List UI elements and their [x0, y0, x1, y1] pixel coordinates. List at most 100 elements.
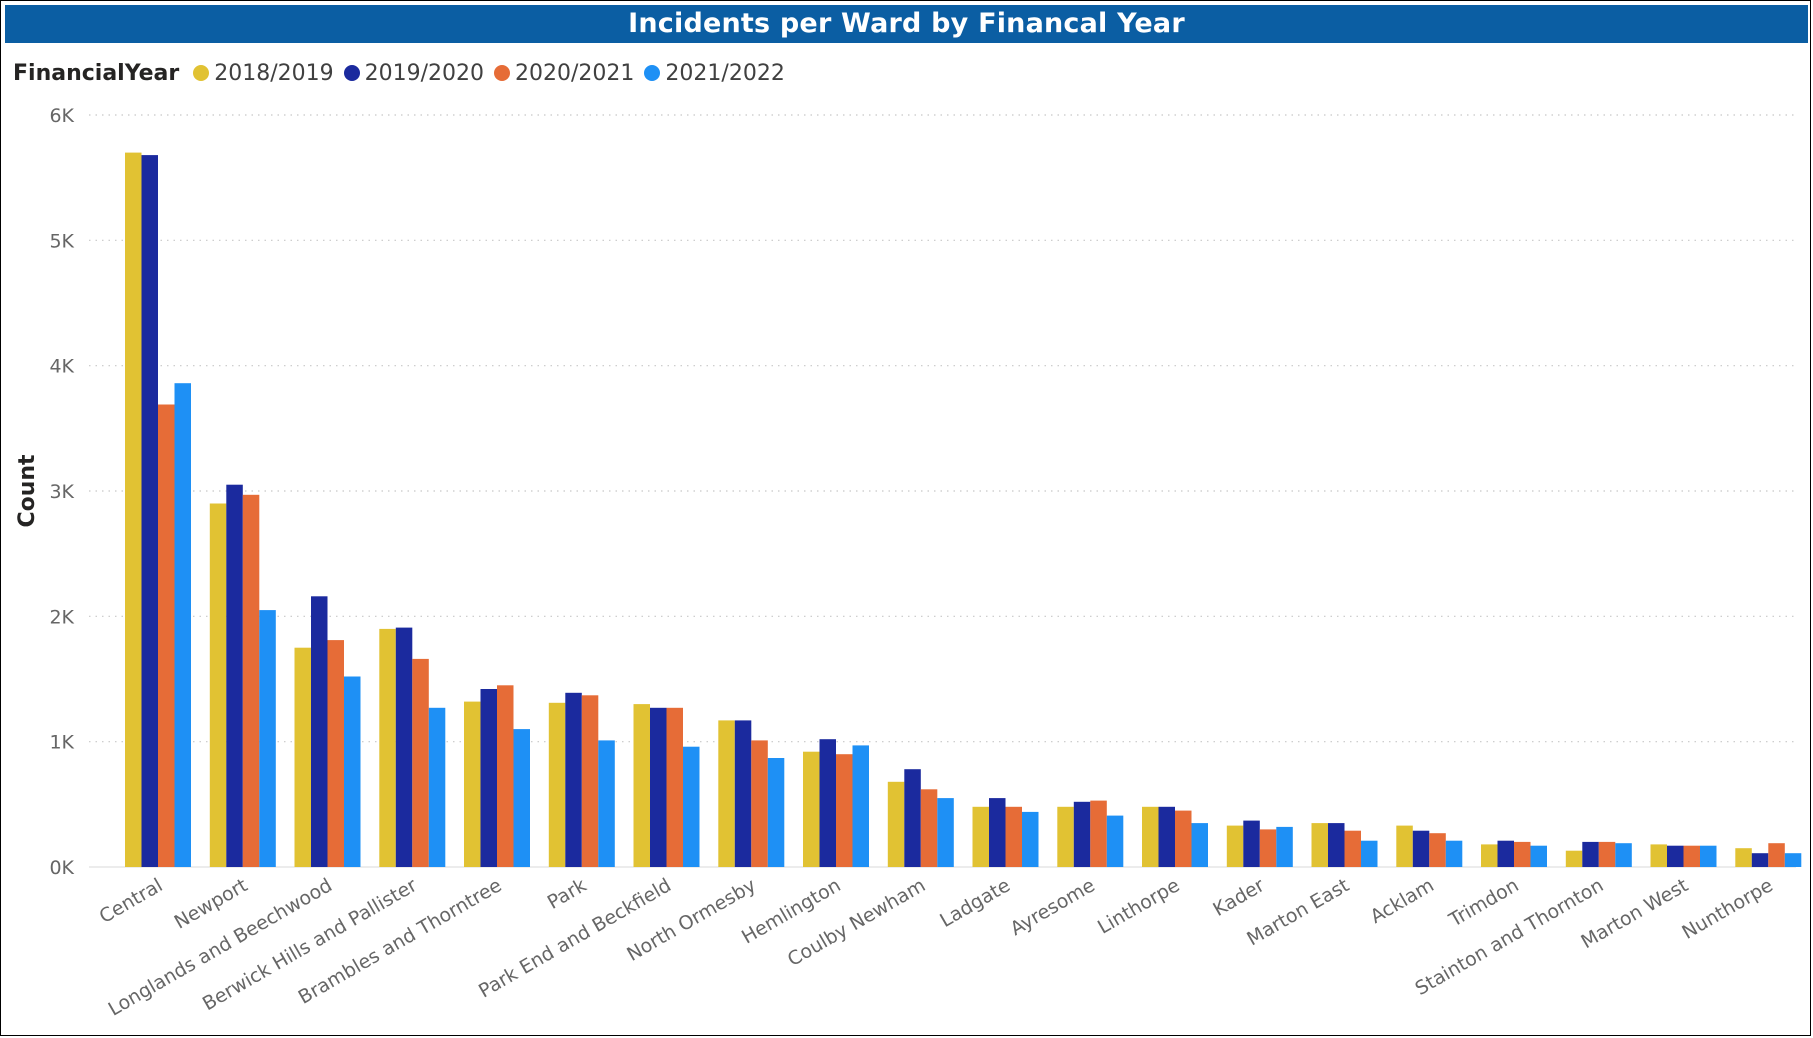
- bar: [344, 676, 361, 867]
- x-tick-label: Acklam: [1367, 874, 1438, 928]
- bar: [904, 769, 921, 867]
- bar: [1361, 840, 1378, 867]
- legend-label: 2020/2021: [515, 60, 635, 86]
- bar: [125, 152, 142, 868]
- bar: [972, 806, 989, 867]
- bar: [1090, 800, 1107, 867]
- y-tick-label: 4K: [49, 356, 74, 378]
- bar: [259, 610, 276, 867]
- bar: [581, 695, 599, 867]
- bar: [920, 789, 938, 867]
- x-tick-label: Central: [96, 874, 167, 928]
- legend: FinancialYear 2018/2019 2019/2020 2020/2…: [13, 57, 795, 89]
- bar: [1022, 811, 1039, 867]
- bar: [683, 746, 700, 867]
- bar: [1412, 830, 1430, 867]
- bar: [311, 596, 328, 867]
- bar: [1142, 806, 1159, 867]
- legend-item-2018-2019[interactable]: 2018/2019: [193, 61, 334, 86]
- bar: [1784, 853, 1802, 867]
- bar: [1768, 843, 1785, 867]
- bar: [327, 640, 344, 867]
- bar: [989, 798, 1006, 867]
- bar: [598, 740, 615, 867]
- bar: [852, 745, 869, 867]
- bar: [1005, 806, 1022, 867]
- bar: [1514, 841, 1531, 867]
- y-axis-title: Count: [15, 454, 40, 528]
- bar: [767, 758, 785, 867]
- bar: [1598, 841, 1616, 867]
- bar: [1073, 801, 1091, 867]
- bar: [751, 740, 768, 867]
- x-tick-label: Ayresome: [1007, 874, 1099, 940]
- y-tick-label: 3K: [49, 481, 74, 503]
- legend-item-2019-2020[interactable]: 2019/2020: [343, 61, 484, 86]
- y-tick-label: 5K: [49, 230, 74, 252]
- legend-label: 2021/2022: [665, 60, 785, 86]
- bar: [1311, 823, 1328, 867]
- bar: [1530, 845, 1547, 867]
- x-tick-label: Park: [544, 874, 591, 914]
- bar: [242, 494, 260, 867]
- legend-swatch: [644, 65, 661, 81]
- bar: [1751, 853, 1769, 867]
- bar: [1106, 815, 1124, 867]
- bar: [887, 781, 905, 867]
- bar: [937, 798, 954, 867]
- bar: [1158, 806, 1175, 867]
- bar: [395, 627, 413, 867]
- bar: [1683, 845, 1700, 867]
- bar: [158, 404, 175, 867]
- bar: [1497, 840, 1514, 867]
- bar: [1429, 833, 1446, 867]
- bar: [379, 628, 396, 867]
- y-tick-label: 1K: [49, 732, 74, 754]
- bar: [734, 720, 752, 867]
- bar: [428, 707, 446, 867]
- bar: [1650, 844, 1667, 867]
- bar: [141, 155, 158, 868]
- chart-title: Incidents per Ward by Financal Year: [5, 5, 1808, 43]
- bar: [412, 658, 429, 867]
- x-tick-label: Kader: [1209, 874, 1268, 921]
- bar: [633, 704, 650, 867]
- bar: [1226, 825, 1244, 867]
- bar: [174, 383, 191, 867]
- legend-swatch: [494, 65, 511, 81]
- bar: [1344, 830, 1361, 867]
- bar: [803, 751, 820, 867]
- legend-swatch: [193, 65, 210, 81]
- y-tick-label: 0K: [49, 857, 74, 879]
- bar: [666, 707, 683, 867]
- bar: [548, 702, 566, 867]
- bar: [1615, 843, 1632, 867]
- bar: [1057, 806, 1074, 867]
- legend-item-2020-2021[interactable]: 2020/2021: [494, 61, 634, 86]
- bar: [819, 739, 836, 867]
- bar: [1276, 826, 1293, 867]
- bar: [1481, 844, 1498, 867]
- legend-item-2021-2022[interactable]: 2021/2022: [644, 60, 785, 86]
- bar: [718, 720, 735, 867]
- bar: [1328, 823, 1345, 867]
- bar: [1445, 840, 1463, 867]
- bar: [513, 729, 530, 867]
- x-tick-label: Ladgate: [936, 874, 1014, 932]
- bar: [1700, 845, 1717, 867]
- legend-swatch: [343, 65, 360, 81]
- bar: [650, 707, 667, 867]
- bar: [1735, 848, 1752, 867]
- bar: [1396, 825, 1413, 867]
- x-tick-label: Nunthorpe: [1678, 874, 1776, 944]
- legend-title: FinancialYear: [13, 60, 180, 86]
- bar: [1191, 823, 1208, 867]
- x-tick-label: Linthorpe: [1094, 874, 1183, 938]
- bar: [1667, 845, 1684, 867]
- bar: [1259, 829, 1277, 867]
- bar: [1175, 810, 1192, 867]
- bar: [1565, 850, 1583, 867]
- bar: [209, 503, 227, 867]
